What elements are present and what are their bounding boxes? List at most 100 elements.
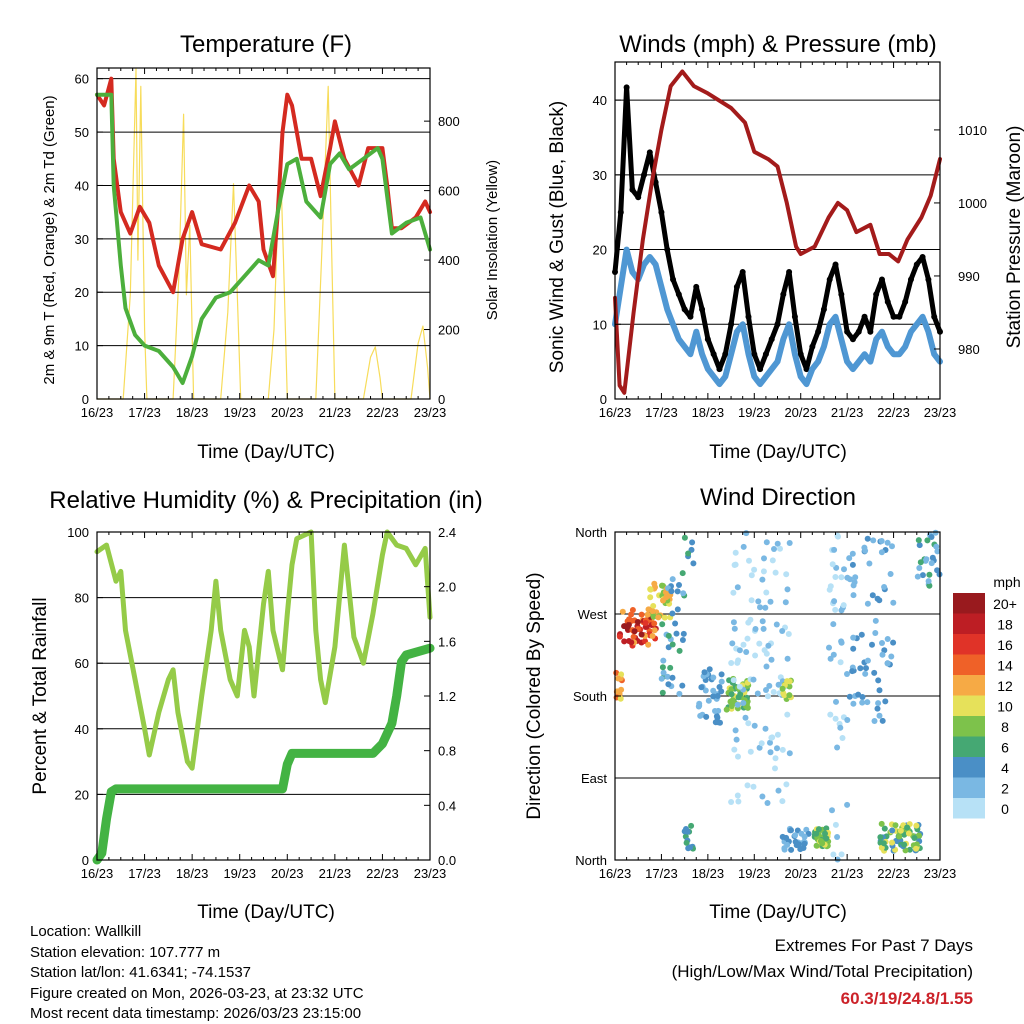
wind-direction-point: [735, 657, 742, 664]
wind-direction-point: [731, 746, 738, 753]
wind-direction-point: [786, 692, 793, 699]
wind-direction-point: [837, 659, 844, 666]
gust-point: [658, 209, 665, 216]
wind-direction-point: [762, 604, 769, 611]
wind-direction-point: [849, 668, 856, 675]
wind-direction-x-tick-label: 18/23: [692, 866, 725, 881]
wind-direction-point: [768, 656, 775, 663]
gust-point: [699, 306, 706, 313]
gust-point: [774, 321, 781, 328]
wind-direction-point: [629, 607, 636, 613]
legend-label: 20+: [993, 596, 1017, 612]
wind-direction-point: [668, 588, 675, 595]
wind-direction-point: [911, 835, 918, 841]
temperature-x-tick-label: 23/23: [414, 405, 447, 420]
temperature-y-right-tick-label: 400: [438, 253, 460, 268]
wind-direction-title: Wind Direction: [700, 484, 856, 511]
wind-direction-point: [855, 691, 862, 698]
humidity-x-tick-label: 19/23: [223, 866, 256, 881]
wind-direction-point: [650, 613, 657, 620]
wind-direction-point: [751, 722, 758, 729]
wind-direction-x-tick-label: 21/23: [831, 866, 864, 881]
wind-direction-point: [651, 620, 658, 627]
legend-swatch: [953, 716, 985, 737]
wind-direction-point: [695, 703, 702, 710]
wind-direction-point: [754, 690, 761, 697]
wind-direction-point: [859, 699, 866, 706]
wind-direction-point: [832, 574, 839, 580]
wind-direction-point: [765, 693, 771, 700]
wind-direction-point: [750, 783, 757, 790]
humidity-y-right-tick-label: 1.2: [438, 689, 456, 704]
wind-direction-point: [839, 735, 846, 741]
wind-direction-point: [650, 603, 657, 609]
wind-direction-point: [815, 826, 822, 833]
wind-direction-x-tick-label: 22/23: [877, 866, 910, 881]
wind-direction-point: [779, 685, 786, 692]
gust-point: [861, 313, 868, 320]
temperature-y-tick-label: 50: [75, 125, 89, 140]
wind-direction-point: [764, 800, 771, 806]
gust-point: [925, 276, 932, 283]
wind-direction-point: [874, 595, 881, 602]
wind-direction-point: [747, 748, 754, 755]
wind-direction-point: [701, 669, 708, 676]
gust-point: [907, 276, 914, 283]
temperature-y-tick-label: 60: [75, 72, 89, 87]
wind-direction-point: [756, 640, 763, 647]
wind-direction-point: [755, 598, 762, 605]
wind-direction-point: [774, 745, 780, 752]
wind-direction-point: [772, 569, 779, 576]
winds-x-tick-label: 20/23: [784, 405, 817, 420]
wind-direction-point: [713, 713, 720, 720]
gust-point: [890, 313, 897, 320]
wind-direction-point: [728, 799, 735, 805]
wind-direction-point: [736, 647, 743, 654]
wind-direction-point: [750, 676, 757, 683]
winds-y-tick-label: 10: [593, 317, 607, 332]
wind-direction-point: [914, 573, 921, 580]
wind-direction-point: [833, 698, 839, 705]
wind-direction-point: [897, 827, 904, 834]
wind-direction-point: [672, 620, 679, 627]
gust-point: [884, 298, 891, 305]
wind-direction-point: [679, 682, 686, 689]
wind-direction-point: [658, 675, 665, 682]
winds-x-tick-label: 21/23: [831, 405, 864, 420]
wind-direction-point: [669, 610, 676, 617]
gust-point: [623, 84, 630, 91]
wind-direction-point: [667, 664, 674, 671]
wind-direction-point: [733, 736, 740, 743]
wind-direction-point: [879, 651, 886, 658]
gust-point: [878, 276, 885, 283]
pressure-ylabel: Station Pressure (Maroon): [1004, 126, 1024, 349]
temperature-y-right-tick-label: 600: [438, 184, 460, 199]
gust-point: [635, 194, 642, 201]
gust-point: [820, 306, 827, 313]
wind-direction-point: [760, 625, 767, 632]
wind-direction-point: [890, 639, 897, 646]
wind-direction-point: [870, 537, 877, 544]
legend-label: 12: [997, 678, 1013, 694]
gust-point: [832, 261, 839, 268]
wind-direction-point: [768, 734, 775, 741]
wind-direction-point: [926, 582, 933, 589]
wind-direction-point: [621, 638, 628, 645]
wind-direction-point: [934, 548, 941, 555]
wind-direction-point: [770, 689, 777, 695]
wind-direction-point: [676, 647, 683, 654]
wind-direction-point: [732, 561, 739, 568]
wind-direction-point: [871, 669, 878, 676]
wind-direction-xlabel: Time (Day/UTC): [709, 902, 847, 923]
wind-direction-point: [676, 582, 682, 588]
wind-direction-point: [864, 657, 871, 664]
wind-direction-point: [660, 657, 667, 664]
legend-swatch: [953, 654, 985, 675]
wind-direction-point: [765, 642, 772, 649]
wind-direction-point: [785, 631, 792, 637]
wind-direction-point: [798, 830, 805, 837]
gust-point: [728, 321, 735, 328]
wind-direction-point: [703, 713, 710, 720]
wind-direction-point: [857, 665, 864, 672]
wind-direction-point: [759, 793, 766, 800]
